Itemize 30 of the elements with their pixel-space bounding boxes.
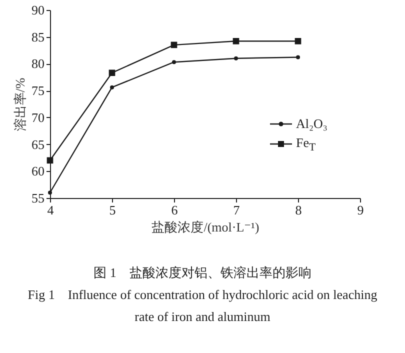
point [170,42,178,48]
y-tick-label: 90 [32,2,44,18]
y-axis-title: 溶出率/% [12,78,28,132]
caption: 图 1 盐酸浓度对铝、铁溶出率的影响 [92,264,312,282]
point [172,60,176,64]
y-tick-label: 75 [32,83,44,98]
x-tick-label: 5 [109,202,116,218]
x-tick-label: 9 [357,202,364,218]
x-tick-label: 7 [233,202,240,218]
x-tick-label: 4 [47,202,54,218]
legend-label: Al₂O₃ [296,116,328,132]
x-axis-title: 盐酸浓度/(mol·L⁻¹) [152,220,260,234]
y-tick-label: 65 [32,136,44,152]
point [46,157,54,164]
point [110,85,114,90]
point [108,70,116,76]
y-tick-label: 80 [32,56,44,72]
point [232,38,240,44]
x-tick-label: 6 [171,202,178,218]
y-tick-label: 60 [32,164,44,179]
point [294,38,302,44]
point [234,56,238,60]
y-tick-label: 55 [32,190,44,206]
x-tick-label: 8 [295,202,302,218]
y-tick-label: 70 [32,110,44,125]
point [296,55,300,60]
y-tick-label: 85 [32,29,44,44]
caption: Fig 1 Influence of concentration of hydrochloric acid on leaching rate of iron and aluminum [26,286,378,326]
legend-label: Fe$_{T}$ [296,134,316,154]
point [48,190,52,195]
